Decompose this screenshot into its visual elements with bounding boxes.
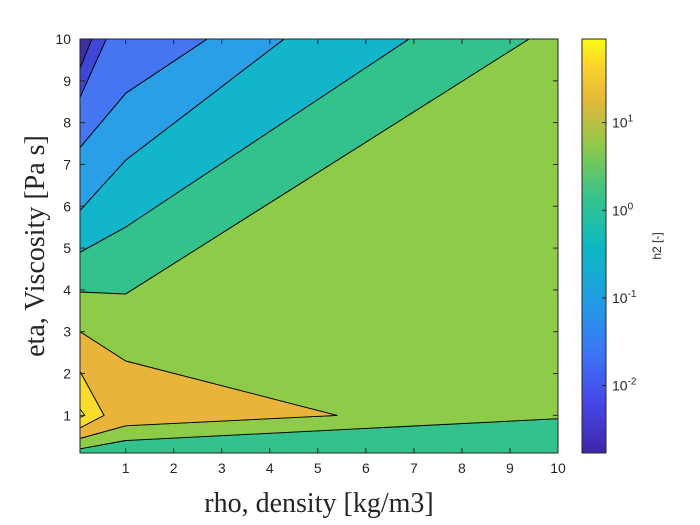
contour-region-green-5 <box>80 39 530 295</box>
contour-region-yellow-9 <box>80 371 105 429</box>
y-tick-label: 10 <box>55 31 71 47</box>
x-axis-ticks: 1 2 3 4 5 6 7 8 9 10 <box>122 39 566 476</box>
colorbar-tick-exponent: -1 <box>628 289 637 300</box>
y-tick-label: 2 <box>63 366 71 382</box>
colorbar-label: h2 [-] <box>650 232 664 259</box>
y-tick-label: 1 <box>63 407 71 423</box>
y-tick-label: 7 <box>63 156 71 172</box>
x-tick-label: 10 <box>550 460 566 476</box>
y-tick-label: 8 <box>63 115 71 131</box>
x-tick-label: 5 <box>314 460 322 476</box>
plot-area <box>80 39 558 453</box>
x-tick-label: 8 <box>458 460 466 476</box>
contour-region-light-blue-3 <box>80 39 285 211</box>
colorbar-tick-base: 10 <box>612 378 628 394</box>
x-tick-label: 7 <box>410 460 418 476</box>
x-tick-label: 6 <box>362 460 370 476</box>
y-tick-label: 4 <box>63 282 71 298</box>
colorbar-tick-base: 10 <box>612 202 628 218</box>
colorbar-tick-base: 10 <box>612 290 628 306</box>
y-tick-label: 6 <box>63 198 71 214</box>
colorbar-tick-exponent: -2 <box>628 377 637 388</box>
y-tick-label: 3 <box>63 324 71 340</box>
colorbar-tick-exponent: 1 <box>628 114 634 125</box>
contour-region-cyan-4 <box>80 39 410 253</box>
plot-frame <box>79 38 559 454</box>
y-tick-label: 5 <box>63 240 71 256</box>
x-tick-label: 9 <box>506 460 514 476</box>
x-tick-label: 1 <box>122 460 130 476</box>
colorbar-tick-label: 100 <box>612 201 634 218</box>
colorbar-tick-base: 10 <box>612 115 628 131</box>
y-axis-ticks: 1 2 3 4 5 6 7 8 9 10 <box>55 31 558 423</box>
colorbar-tick-exponent: 0 <box>628 201 634 212</box>
x-tick-label: 2 <box>170 460 178 476</box>
x-tick-label: 4 <box>266 460 274 476</box>
colorbar-tick-label: 101 <box>612 114 634 131</box>
colorbar-tick-label: 10-2 <box>612 377 637 394</box>
x-tick-label: 3 <box>218 460 226 476</box>
colorbar-scale <box>581 38 607 454</box>
x-axis-label: rho, density [kg/m3] <box>204 488 433 519</box>
y-axis-label: eta, Viscosity [Pa s] <box>20 135 51 357</box>
colorbar-tick-label: 10-1 <box>612 289 637 306</box>
y-tick-label: 9 <box>63 73 71 89</box>
